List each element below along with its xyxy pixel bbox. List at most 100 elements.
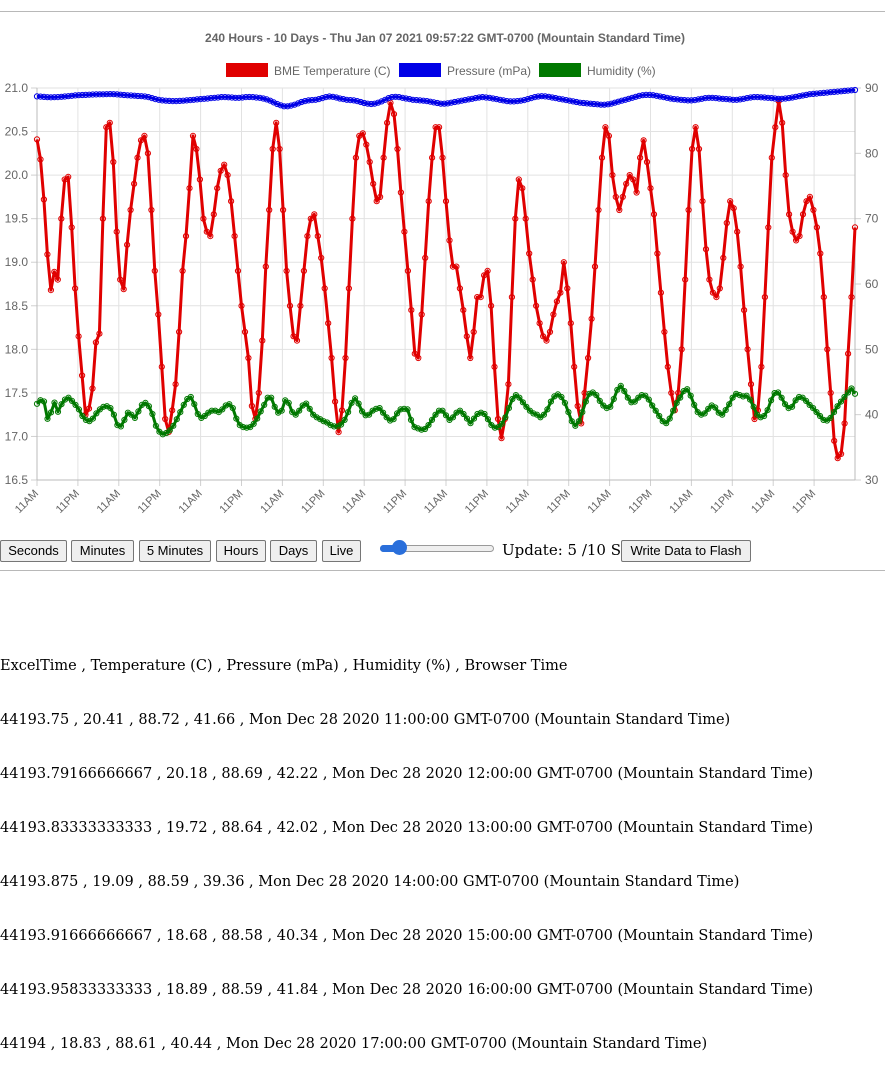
bme-temperature-c-point	[58, 215, 65, 222]
pressure-mpa-point	[799, 92, 806, 99]
x-tick-label: 11PM	[708, 488, 736, 516]
humidity-point	[834, 403, 841, 410]
pressure-mpa-point	[573, 98, 580, 106]
humidity-point	[145, 403, 152, 410]
x-tick-label: 11AM	[258, 488, 286, 516]
y-right-tick-label: 60	[865, 277, 879, 291]
live-button[interactable]: Live	[322, 540, 361, 562]
y-left-tick-label: 19.5	[5, 212, 29, 226]
pressure-mpa-point	[775, 95, 782, 102]
pressure-mpa-point	[789, 94, 796, 101]
humidity-point	[778, 394, 785, 401]
pressure-mpa-point	[350, 97, 357, 104]
pressure-mpa-point	[385, 95, 392, 102]
pressure-mpa-point	[75, 92, 82, 99]
bme-temperature-c-point	[286, 302, 294, 309]
pressure-mpa-point	[378, 98, 385, 105]
bme-temperature-c-point	[106, 119, 113, 126]
bme-temperature-c-point	[512, 215, 519, 222]
pressure-mpa-point	[458, 97, 465, 104]
pressure-mpa-point	[148, 95, 155, 102]
humidity-point	[407, 416, 415, 423]
pressure-mpa-point	[437, 100, 444, 107]
bme-temperature-c-point	[529, 276, 536, 283]
bme-temperature-c-point	[182, 233, 190, 240]
humidity-point	[607, 403, 614, 410]
top-divider	[0, 11, 885, 12]
update-rate-slider-thumb[interactable]	[391, 540, 407, 555]
bme-temperature-c-point	[283, 267, 290, 274]
five-minutes-button[interactable]: 5 Minutes	[139, 540, 211, 562]
bme-temperature-c-point	[429, 154, 436, 161]
humidity-point	[848, 385, 855, 392]
humidity-point	[345, 409, 352, 416]
humidity-point	[40, 398, 48, 405]
humidity-point	[355, 400, 362, 407]
humidity-point	[775, 389, 782, 396]
bme-temperature-c-point	[342, 354, 349, 362]
x-tick-label: 11AM	[95, 488, 123, 516]
bme-temperature-c-point	[415, 354, 422, 362]
pressure-mpa-point	[451, 98, 458, 106]
bme-temperature-c-point	[210, 211, 217, 218]
bme-temperature-c-point	[564, 285, 571, 292]
bme-temperature-c-point	[550, 311, 557, 318]
bme-temperature-c-point	[217, 167, 224, 174]
pressure-mpa-point	[58, 93, 65, 100]
bme-temperature-c-point	[827, 389, 834, 396]
bme-temperature-c-point	[404, 267, 411, 274]
bme-temperature-c-point	[137, 137, 145, 144]
humidity-point	[841, 393, 848, 401]
bme-temperature-c-point	[425, 198, 432, 205]
humidity-point	[680, 388, 687, 395]
pressure-mpa-point	[768, 95, 775, 102]
bme-temperature-c-point	[567, 320, 574, 327]
humidity-point	[47, 409, 55, 416]
humidity-point	[44, 415, 51, 422]
humidity-point	[89, 415, 97, 422]
pressure-mpa-point	[566, 97, 573, 104]
bme-temperature-c-point	[304, 233, 311, 240]
humidity-point	[110, 411, 118, 418]
bme-temperature-c-point	[297, 302, 304, 309]
humidity-point	[621, 388, 628, 395]
minutes-button[interactable]: Minutes	[71, 540, 134, 562]
days-button[interactable]: Days	[270, 540, 317, 562]
bme-temperature-c-point	[682, 276, 689, 283]
bme-temperature-c-point	[779, 119, 786, 126]
grid-lines	[36, 87, 856, 481]
pressure-mpa-point	[851, 86, 859, 94]
pressure-mpa-point	[72, 92, 79, 99]
humidity-point	[61, 396, 69, 403]
hours-button[interactable]: Hours	[216, 540, 266, 562]
pressure-mpa-point	[507, 98, 514, 105]
bme-temperature-c-point	[851, 224, 859, 231]
humidity-point	[285, 399, 292, 406]
pressure-mpa-point	[333, 94, 340, 101]
pressure-mpa-point	[141, 93, 148, 100]
bme-temperature-c-point	[723, 219, 730, 227]
bme-temperature-c-point	[328, 354, 335, 362]
humidity-point	[198, 414, 205, 421]
pressure-mpa-point	[489, 95, 497, 102]
bme-temperature-c-point	[370, 180, 377, 187]
bme-temperature-c-point	[810, 206, 817, 214]
bme-temperature-c-point	[442, 198, 450, 205]
humidity-point	[813, 409, 820, 416]
bme-temperature-c-point	[737, 263, 744, 270]
humidity-point	[341, 416, 348, 423]
humidity-point	[194, 410, 201, 418]
humidity-point	[736, 392, 743, 399]
humidity-point	[617, 382, 624, 389]
humidity-point	[271, 403, 278, 410]
humidity-point	[614, 386, 621, 393]
pressure-mpa-point	[326, 93, 333, 100]
x-tick-label: 11PM	[463, 488, 491, 516]
bme-temperature-c-point	[782, 172, 789, 179]
pressure-mpa-point	[211, 94, 218, 101]
bme-temperature-c-point	[248, 402, 255, 410]
humidity-point	[191, 401, 198, 408]
write-flash-button[interactable]: Write Data to Flash	[621, 540, 751, 562]
seconds-button[interactable]: Seconds	[0, 540, 67, 562]
pressure-mpa-point	[228, 94, 235, 101]
